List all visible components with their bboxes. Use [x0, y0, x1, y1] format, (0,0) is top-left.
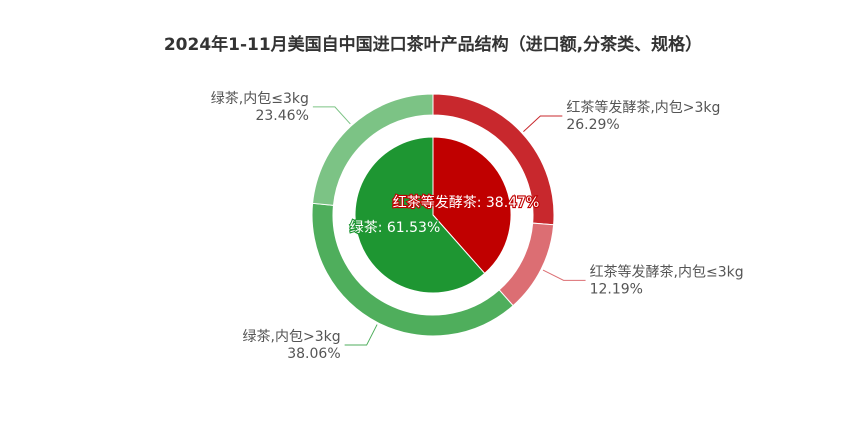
slice-label-name: 红茶等发酵茶,内包≤3kg: [590, 263, 744, 280]
slice-label-value: 23.46%: [255, 108, 308, 124]
slice-label-value: 26.29%: [566, 117, 619, 133]
slice-label-name: 绿茶,内包>3kg: [243, 329, 341, 345]
inner-slice: [354, 136, 486, 294]
outer-slice: [312, 93, 434, 206]
inner-slice: [432, 136, 512, 275]
slice-label-value: 38.06%: [287, 346, 340, 362]
leader-line: [542, 269, 586, 281]
slice-label-name: 绿茶,内包≤3kg: [211, 91, 309, 107]
leader-line: [523, 115, 563, 132]
inner-slice-label: 红茶等发酵茶: 38.47%: [393, 194, 540, 211]
leader-line: [312, 106, 351, 125]
chart-title: 2024年1-11月美国自中国进口茶叶产品结构（进口额,分茶类、规格）: [163, 35, 703, 55]
inner-slice-label: 绿茶: 61.53%: [350, 220, 441, 236]
slice-label-value: 12.19%: [590, 281, 643, 297]
slice-label-name: 红茶等发酵茶,内包>3kg: [566, 99, 720, 116]
leader-line: [344, 324, 378, 346]
